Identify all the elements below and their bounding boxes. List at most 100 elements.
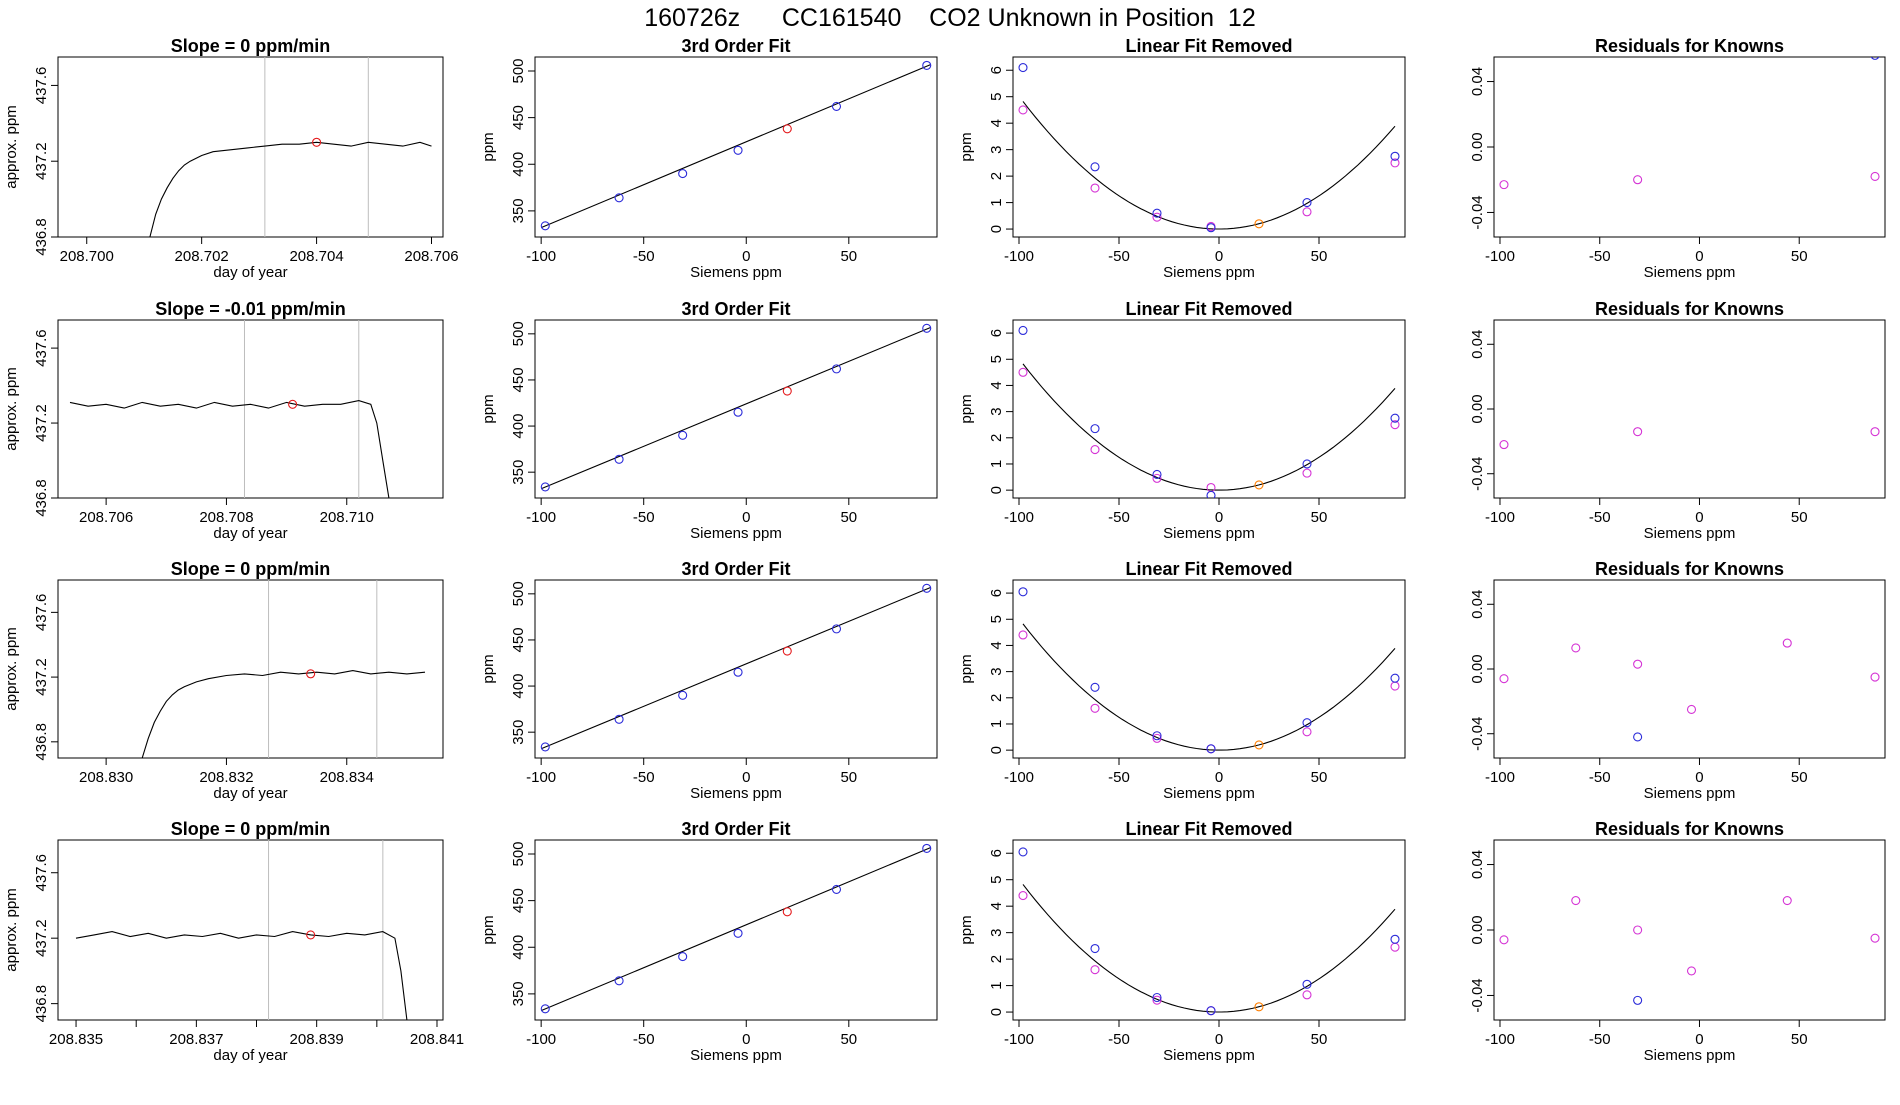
x-tick-label: 208.837 [169, 1031, 223, 1048]
data-point-blue [1390, 413, 1400, 423]
data-point-blue [733, 928, 743, 938]
x-axis-label: Siemens ppm [690, 525, 782, 542]
y-tick-label: 450 [510, 105, 527, 130]
y-tick-label: 350 [510, 198, 527, 223]
y-tick-label: 6 [988, 849, 1005, 857]
x-tick-label: -50 [1589, 1031, 1611, 1048]
x-tick-label: -100 [526, 769, 556, 786]
x-tick-label: -50 [1589, 769, 1611, 786]
data-point-magenta [1633, 427, 1643, 437]
fit-curve [1022, 363, 1396, 491]
data-point-magenta [1633, 925, 1643, 935]
data-point-magenta [1390, 681, 1400, 691]
chart-title: Slope = 0 ppm/min [171, 559, 331, 579]
data-point-orange [1254, 740, 1264, 750]
x-axis-label: day of year [213, 785, 287, 802]
x-tick-label: 0 [1695, 248, 1703, 265]
y-tick-label: 350 [510, 720, 527, 745]
plot-area [1499, 427, 1880, 450]
data-point-red [782, 646, 792, 656]
data-point-blue [1302, 718, 1312, 728]
data-point-blue [540, 1004, 550, 1014]
data-point-magenta [1782, 895, 1792, 906]
data-point-blue [831, 884, 842, 894]
x-axis-label: day of year [213, 525, 287, 542]
x-tick-label: -50 [633, 248, 655, 265]
x-tick-label: 50 [1791, 1031, 1808, 1048]
y-tick-label: 1 [988, 981, 1005, 989]
x-tick-label: 208.839 [290, 1031, 344, 1048]
y-tick-label: 450 [510, 888, 527, 913]
data-point-magenta [1390, 420, 1400, 430]
fit-curve [1022, 623, 1396, 751]
y-tick-label: 400 [510, 674, 527, 699]
y-tick-label: 0.00 [1469, 654, 1486, 683]
data-point-red [306, 669, 316, 679]
data-point-blue [831, 624, 842, 634]
y-tick-label: 0 [988, 1008, 1005, 1016]
chart-title: Residuals for Knowns [1595, 819, 1784, 839]
data-point-blue [1152, 208, 1162, 218]
y-axis-label: ppm [958, 132, 975, 161]
data-point-magenta [1390, 942, 1400, 952]
plot-area [1018, 847, 1400, 1016]
x-tick-label: 50 [840, 509, 857, 526]
y-tick-label: 400 [510, 414, 527, 439]
x-tick-label: 0 [1215, 1031, 1223, 1048]
y-tick-label: 5 [988, 355, 1005, 363]
data-point-blue [1870, 57, 1880, 60]
data-point-blue [1302, 198, 1312, 208]
x-tick-label: -100 [1004, 248, 1034, 265]
plot-area [1499, 638, 1880, 742]
chart-title: Slope = 0 ppm/min [171, 819, 331, 839]
y-tick-label: -0.04 [1469, 978, 1486, 1012]
y-tick-label: 350 [510, 460, 527, 485]
x-tick-label: 208.700 [60, 248, 114, 265]
x-tick-label: -50 [633, 509, 655, 526]
x-tick-label: 208.841 [410, 1031, 464, 1048]
y-axis-label: ppm [958, 915, 975, 944]
x-tick-label: -100 [1485, 769, 1515, 786]
x-tick-label: 0 [742, 769, 750, 786]
x-tick-label: 50 [1311, 769, 1328, 786]
data-point-blue [1090, 682, 1100, 692]
x-tick-label: 208.832 [199, 769, 253, 786]
plot-area [540, 843, 932, 1014]
plot-area [1018, 587, 1400, 754]
data-point-magenta [1499, 935, 1509, 945]
x-axis-label: Siemens ppm [690, 785, 782, 802]
chart-title: Linear Fit Removed [1125, 36, 1292, 56]
y-tick-label: 6 [988, 329, 1005, 337]
x-tick-label: 50 [840, 1031, 857, 1048]
plot-frame [1493, 319, 1886, 499]
data-point-blue [1152, 469, 1162, 479]
data-point-magenta [1302, 727, 1312, 737]
chart-title: Residuals for Knowns [1595, 36, 1784, 56]
y-tick-label: 500 [510, 58, 527, 83]
y-tick-label: 0.04 [1469, 330, 1486, 359]
y-tick-label: 0.04 [1469, 850, 1486, 879]
data-point-magenta [1302, 207, 1312, 217]
data-point-blue [1302, 459, 1312, 469]
y-tick-label: 437.2 [33, 919, 50, 957]
y-tick-label: 400 [510, 935, 527, 960]
x-tick-label: -100 [1004, 509, 1034, 526]
plot-area [1018, 325, 1400, 498]
chart-title: Linear Fit Removed [1125, 559, 1292, 579]
chart-title: Linear Fit Removed [1125, 299, 1292, 319]
data-point-red [782, 386, 792, 396]
x-tick-label: 208.706 [404, 248, 458, 265]
y-tick-label: 436.8 [33, 479, 50, 517]
chart-title: Residuals for Knowns [1595, 559, 1784, 579]
data-point-blue [831, 364, 842, 374]
y-axis-label: ppm [480, 394, 497, 423]
y-axis-label: ppm [480, 915, 497, 944]
plot-area [540, 60, 932, 231]
x-tick-label: -100 [1004, 769, 1034, 786]
x-tick-label: 50 [840, 769, 857, 786]
x-tick-label: -50 [1108, 248, 1130, 265]
data-point-red [782, 124, 792, 134]
x-axis-label: Siemens ppm [1644, 785, 1736, 802]
data-point-magenta [1018, 891, 1028, 901]
